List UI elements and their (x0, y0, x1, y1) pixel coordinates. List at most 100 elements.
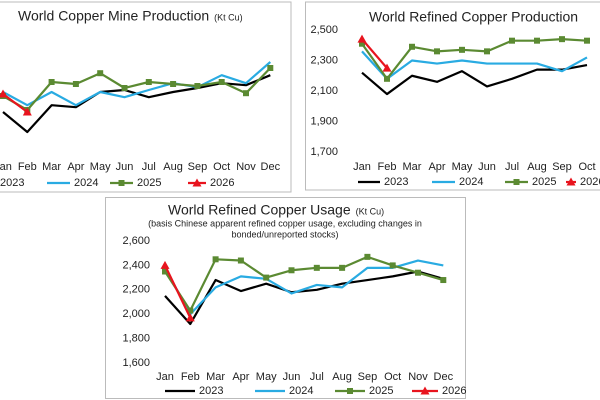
legend-label: 2026 (442, 385, 466, 397)
marker (263, 274, 270, 281)
y-tick-label: 2,200 (122, 284, 150, 296)
series-line (361, 63, 588, 96)
marker (434, 48, 440, 55)
x-tick-label: Sep (188, 161, 208, 173)
legend-label: 2024 (289, 385, 313, 397)
chart-title: World Copper Mine Production (18, 8, 209, 24)
legend-label: 2025 (369, 385, 393, 397)
y-tick-label: 1,700 (310, 146, 338, 158)
x-tick-label: Jul (142, 161, 156, 173)
marker (97, 70, 104, 77)
marker (584, 37, 590, 44)
marker (459, 46, 465, 53)
marker (162, 268, 168, 275)
legend-label: 2025 (137, 177, 161, 189)
x-tick-label: Feb (378, 161, 397, 173)
legend-label: 2025 (532, 176, 556, 188)
series-line (361, 38, 588, 80)
marker (145, 79, 152, 85)
y-tick-label: 2,400 (122, 259, 150, 271)
marker (22, 107, 32, 116)
x-tick-label: Aug (163, 161, 183, 173)
x-tick-label: Jun (116, 161, 134, 173)
marker (347, 388, 353, 394)
series-line (164, 270, 444, 326)
marker (121, 85, 128, 91)
legend-label: 2024 (459, 176, 483, 188)
x-tick-label: May (90, 161, 111, 173)
chart-units: (Kt Cu) (214, 12, 243, 22)
x-tick-label: Feb (181, 371, 200, 383)
marker (513, 179, 520, 185)
chart-subtitle: bonded/unreported stocks) (231, 229, 338, 239)
x-tick-label: Jun (478, 161, 496, 173)
chart-units: (Kt Cu) (356, 206, 385, 216)
x-tick-label: Oct (384, 371, 401, 383)
x-tick-label: Apr (67, 161, 84, 173)
marker (415, 269, 421, 276)
marker (267, 65, 274, 71)
y-tick-label: 1,900 (310, 115, 338, 127)
marker (185, 313, 195, 322)
x-tick-label: Nov (408, 371, 428, 383)
y-tick-label: 2,300 (310, 54, 338, 66)
x-tick-label: Feb (18, 161, 37, 173)
chart-title: World Refined Copper Production (369, 9, 578, 25)
x-tick-label: Jan (353, 161, 371, 173)
marker (359, 40, 365, 47)
x-tick-label: Sep (358, 371, 378, 383)
marker (118, 180, 125, 186)
marker (160, 260, 170, 269)
marker (509, 37, 515, 44)
legend-label: 2024 (74, 177, 98, 189)
x-tick-label: Nov (236, 161, 256, 173)
marker (243, 90, 249, 97)
marker (484, 48, 490, 55)
marker (420, 386, 430, 395)
marker (187, 307, 194, 314)
marker (566, 177, 576, 186)
series-line (361, 50, 588, 80)
legend-label: 2023 (384, 176, 408, 188)
marker (237, 257, 244, 264)
y-tick-label: 2,600 (122, 235, 150, 247)
legend-label: 2023 (199, 385, 223, 397)
x-tick-label: Jan (0, 161, 12, 173)
marker (364, 253, 371, 260)
x-tick-label: Mar (403, 161, 422, 173)
x-tick-label: Dec (261, 161, 281, 173)
x-tick-label: Sep (552, 161, 572, 173)
x-tick-label: Oct (213, 161, 230, 173)
x-tick-label: Dec (434, 371, 454, 383)
legend-label: 2026 (210, 177, 234, 189)
series-line (164, 264, 192, 319)
chart-subtitle: (basis Chinese apparent refined copper u… (148, 218, 422, 228)
marker (384, 75, 390, 82)
y-tick-label: 2,000 (122, 308, 150, 320)
x-tick-label: Apr (232, 371, 249, 383)
marker (212, 256, 219, 263)
legend-label: 2026 (580, 176, 600, 188)
marker (313, 264, 320, 271)
y-tick-label: 1,600 (122, 357, 150, 369)
x-tick-label: Oct (578, 161, 595, 173)
x-tick-label: Aug (332, 371, 352, 383)
marker (559, 36, 565, 43)
x-tick-label: Aug (527, 161, 547, 173)
chart-frame (305, 1, 600, 191)
y-tick-label: 2,500 (310, 24, 338, 36)
marker (339, 264, 346, 271)
marker (440, 277, 447, 284)
marker (357, 34, 367, 43)
x-tick-label: May (452, 161, 473, 173)
x-tick-label: May (256, 371, 277, 383)
x-tick-label: Apr (428, 161, 445, 173)
marker (389, 262, 396, 269)
marker (194, 83, 201, 89)
x-tick-label: Jun (283, 371, 301, 383)
marker (72, 81, 79, 87)
x-tick-label: Mar (206, 371, 225, 383)
x-tick-label: Jul (310, 371, 324, 383)
series-line (2, 61, 272, 107)
